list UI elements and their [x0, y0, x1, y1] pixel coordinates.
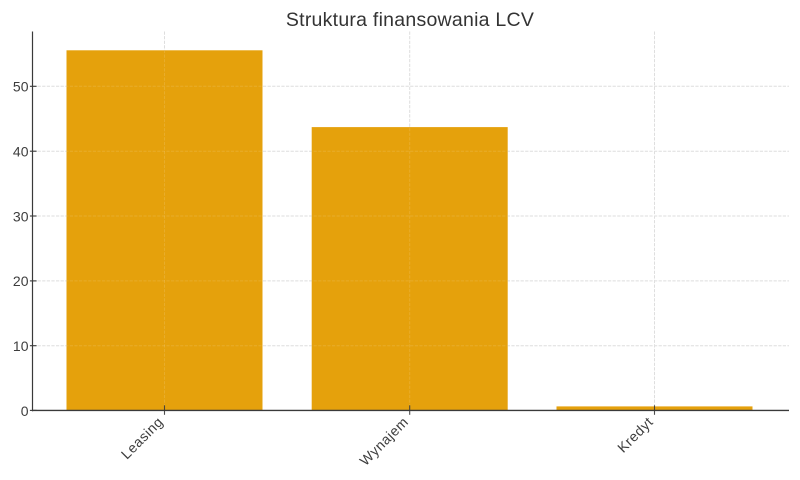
svg-text:Struktura finansowania LCV: Struktura finansowania LCV	[286, 9, 534, 31]
svg-text:20: 20	[13, 273, 29, 289]
svg-text:Wynajem: Wynajem	[356, 414, 411, 469]
svg-text:50: 50	[13, 79, 29, 95]
svg-text:0: 0	[21, 403, 29, 419]
svg-text:30: 30	[13, 208, 29, 224]
svg-text:40: 40	[13, 144, 29, 160]
svg-text:10: 10	[13, 338, 29, 354]
svg-text:Leasing: Leasing	[118, 414, 166, 462]
svg-text:Kredyt: Kredyt	[614, 414, 656, 456]
